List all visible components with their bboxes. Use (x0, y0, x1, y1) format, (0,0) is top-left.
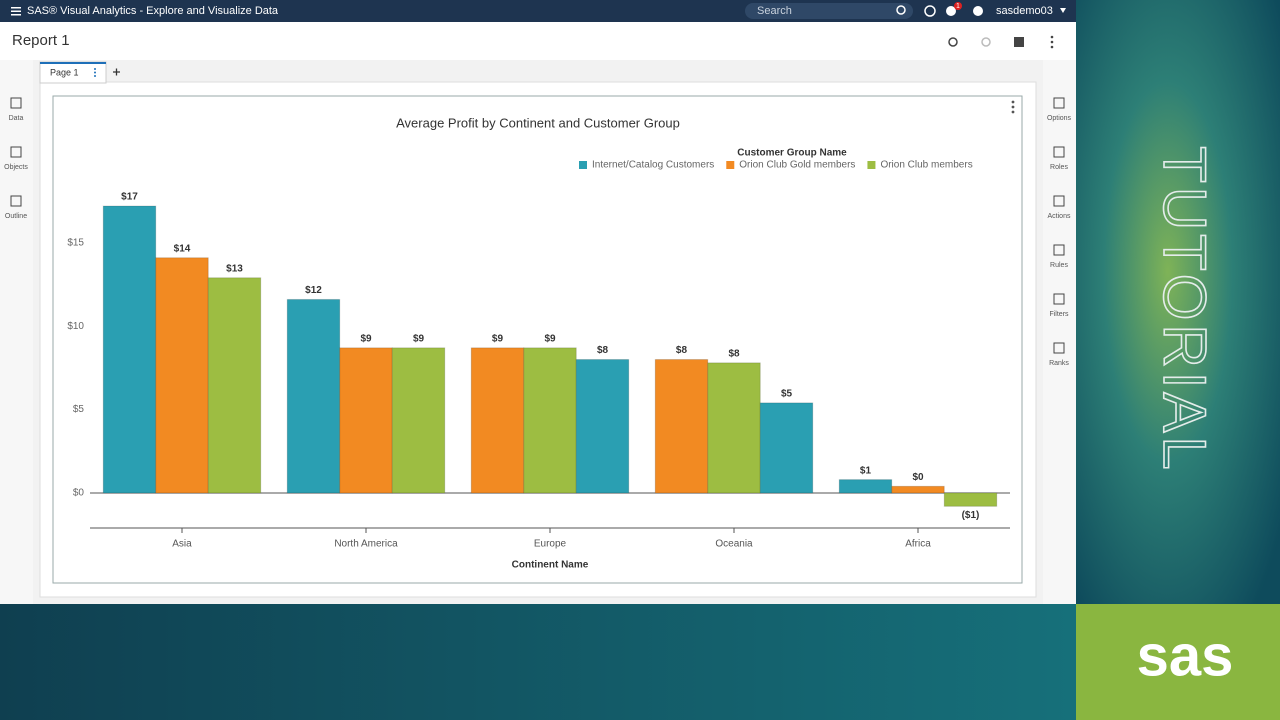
value-label: $1 (860, 465, 872, 476)
panel-label: Actions (1048, 213, 1071, 220)
value-label: $14 (174, 243, 191, 254)
notification-count: 1 (956, 3, 960, 10)
x-tick-label: North America (334, 539, 398, 550)
y-tick-label: $0 (73, 488, 85, 499)
bar (654, 359, 709, 494)
legend-swatch (579, 161, 587, 169)
panel-icon[interactable] (1053, 97, 1065, 109)
app-title: SAS® Visual Analytics - Explore and Visu… (27, 5, 279, 17)
bar (155, 257, 209, 494)
report-header (0, 22, 1076, 60)
panel-icon[interactable] (10, 195, 22, 207)
legend-swatch (867, 161, 876, 169)
menu-button[interactable] (11, 7, 21, 16)
panel-icon[interactable] (10, 146, 22, 158)
value-label: $8 (676, 345, 688, 356)
panel-label: Rules (1050, 262, 1068, 269)
page-tab-label: Page 1 (50, 67, 79, 77)
bar (286, 298, 341, 494)
user-menu-caret[interactable] (1060, 8, 1066, 13)
panel-label: Outline (5, 213, 27, 220)
add-page-button[interactable] (113, 68, 120, 76)
panel-label: Data (9, 115, 24, 122)
bar (707, 362, 761, 494)
legend-label: Internet/Catalog Customers (592, 160, 714, 171)
legend-label: Orion Club Gold members (739, 160, 855, 171)
panel-icon[interactable] (10, 97, 22, 109)
panel-label: Objects (4, 164, 28, 171)
panel-icon[interactable] (1053, 146, 1065, 158)
right-panel (1043, 60, 1076, 604)
bar (523, 347, 577, 494)
bar (470, 347, 525, 494)
y-tick-label: $10 (67, 321, 84, 332)
y-tick-label: $5 (73, 404, 85, 415)
legend-label: Orion Club members (880, 160, 972, 171)
side-banner (1076, 0, 1280, 604)
chart-title: Average Profit by Continent and Customer… (396, 115, 680, 130)
save-button[interactable] (1014, 37, 1024, 47)
value-label: $9 (492, 333, 504, 344)
page-tab-menu[interactable] (94, 68, 96, 77)
notification-badge (954, 2, 962, 10)
bar (339, 347, 393, 494)
value-label: $0 (912, 472, 924, 483)
tutorial-text: TUTORIAL (1151, 146, 1218, 474)
bar (838, 479, 893, 494)
search-placeholder: Search (757, 5, 792, 17)
value-label: $8 (728, 348, 740, 359)
value-label: $13 (226, 263, 243, 274)
page-tab-indicator (40, 62, 106, 64)
value-label: $12 (305, 285, 322, 296)
notification-icon[interactable] (946, 6, 956, 16)
panel-icon[interactable] (1053, 195, 1065, 207)
bar (943, 492, 998, 507)
report-title: Report 1 (12, 32, 70, 49)
chart-menu[interactable] (1011, 100, 1015, 114)
panel-label: Filters (1049, 311, 1069, 318)
x-tick-label: Europe (534, 539, 567, 550)
x-tick-label: Oceania (715, 539, 753, 550)
more-button[interactable] (1050, 35, 1054, 49)
value-label: $9 (413, 333, 425, 344)
bar (102, 205, 157, 494)
x-tick-label: Africa (905, 539, 931, 550)
help-icon[interactable] (973, 6, 983, 16)
brand-box (1076, 604, 1280, 720)
value-label: $17 (121, 192, 138, 203)
panel-icon[interactable] (1053, 244, 1065, 256)
bar (391, 347, 446, 494)
bar (759, 402, 814, 494)
undo-button[interactable] (948, 37, 958, 47)
user-menu[interactable]: sasdemo03 (996, 5, 1053, 17)
value-label: $9 (360, 333, 372, 344)
value-label: $9 (544, 333, 556, 344)
bar (207, 277, 262, 494)
x-tick-label: Asia (172, 539, 192, 550)
legend-swatch (726, 161, 735, 169)
value-label: $5 (781, 389, 793, 400)
left-panel (0, 60, 33, 604)
panel-icon[interactable] (1053, 293, 1065, 305)
bar (575, 359, 630, 494)
panel-label: Options (1047, 115, 1072, 122)
settings-icon[interactable] (924, 5, 936, 17)
x-axis-title: Continent Name (512, 560, 589, 571)
bar (891, 485, 945, 494)
value-label: $8 (597, 345, 609, 356)
legend-title: Customer Group Name (737, 148, 847, 159)
panel-icon[interactable] (1053, 342, 1065, 354)
brand-logo: sas (1137, 623, 1234, 688)
redo-button[interactable] (981, 37, 991, 47)
panel-label: Roles (1050, 164, 1068, 171)
value-label: ($1) (962, 510, 980, 521)
search-box[interactable] (745, 3, 913, 19)
panel-label: Ranks (1049, 360, 1069, 367)
bottom-banner (0, 604, 1076, 720)
search-icon[interactable] (896, 5, 906, 15)
y-tick-label: $15 (67, 237, 84, 248)
